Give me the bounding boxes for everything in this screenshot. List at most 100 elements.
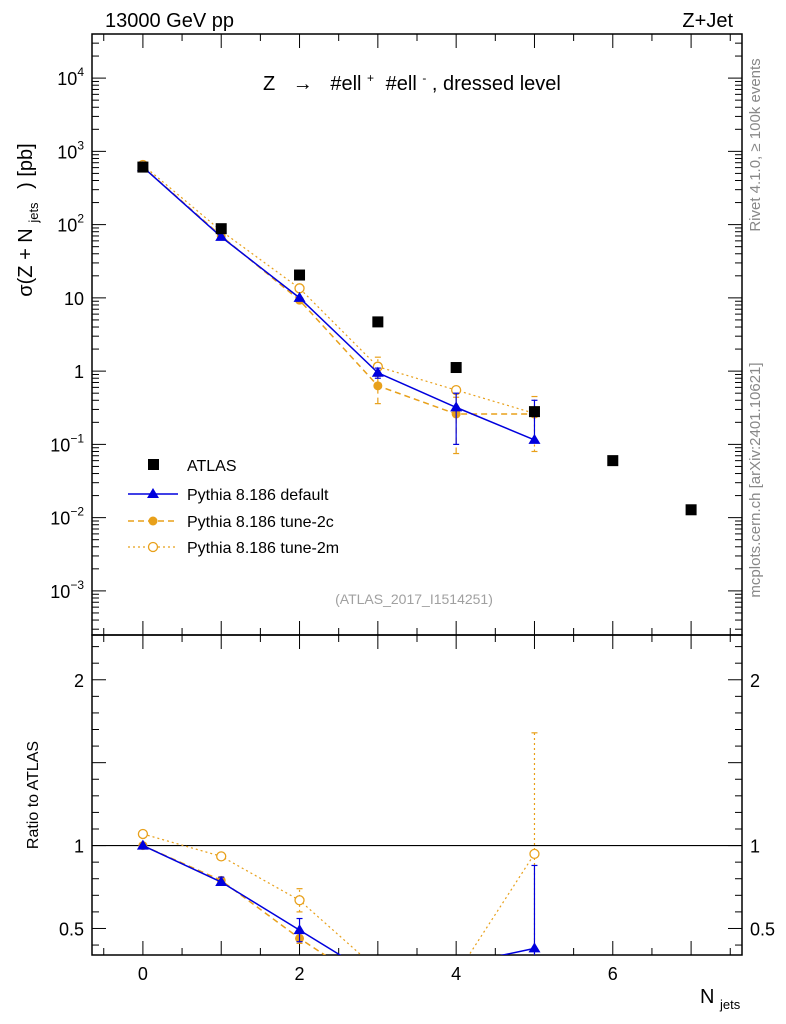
main-y-tick-label: 10−3 — [50, 578, 84, 602]
legend-atlas-label: ATLAS — [187, 458, 237, 475]
ratio-point-pythia-8-186-default — [528, 942, 541, 953]
main-point-atlas — [137, 161, 149, 173]
ratio-y-tick-label-right: 0.5 — [750, 919, 775, 939]
ratio-y-tick-label: 2 — [74, 671, 84, 691]
ratio-point-pythia-8-186-default — [136, 839, 149, 850]
legend-tune2m-label: Pythia 8.186 tune-2m — [187, 540, 339, 557]
main-line-pythia-8-186-default — [142, 166, 535, 441]
tick-exponent: −3 — [70, 578, 84, 592]
main-point-atlas — [607, 455, 619, 467]
tick-base: 10 — [50, 582, 70, 602]
ratio-point-pythia-8-186-default — [293, 924, 306, 935]
x-label-main: N — [700, 986, 714, 1008]
title-suffix: , dressed level — [432, 73, 561, 95]
ratio-point-pythia-8-186-tune-2m — [216, 851, 227, 862]
main-y-tick-label: 104 — [57, 65, 84, 89]
tick-base: 10 — [57, 216, 77, 236]
main-line-pythia-8-186-tune-2c — [142, 166, 535, 415]
tick-exponent: 3 — [77, 138, 84, 152]
title-sup1: + — [367, 71, 374, 85]
main-point-atlas — [528, 406, 540, 418]
tick-base: 10 — [50, 509, 70, 529]
title-part2: #ell — [386, 73, 417, 95]
y-label-end: ) [pb] — [15, 143, 37, 189]
main-y-tick-label: 103 — [57, 138, 84, 162]
tick-exponent: 2 — [77, 212, 84, 226]
ratio-y-label: Ratio to ATLAS — [25, 741, 42, 849]
main-y-tick-label: 10−1 — [50, 431, 84, 455]
legend-tune2c-marker — [148, 516, 158, 526]
analysis-watermark: (ATLAS_2017_I1514251) — [335, 591, 493, 607]
tick-exponent: 4 — [77, 65, 84, 79]
title-sup2: - — [422, 71, 426, 85]
main-point-pythia-8-186-default — [450, 401, 463, 412]
legend-tune2m-marker — [147, 541, 159, 553]
tick-base: 10 — [50, 435, 70, 455]
tick-exponent: −1 — [70, 431, 84, 445]
ratio-line-pythia-8-186-default — [142, 844, 535, 955]
main-point-pythia-8-186-default — [528, 433, 541, 444]
ratio-point-pythia-8-186-tune-2c — [373, 985, 382, 994]
ratio-point-pythia-8-186-tune-2m — [294, 895, 305, 906]
main-y-tick-label: 1 — [74, 362, 84, 382]
main-y-tick-label: 10 — [64, 289, 84, 309]
rivet-label: Rivet 4.1.0, ≥ 100k events — [747, 58, 764, 231]
legend-tune2c-label: Pythia 8.186 tune-2c — [187, 514, 334, 531]
y-label-main: σ(Z + N — [15, 228, 37, 296]
main-y-ticks — [92, 33, 742, 630]
main-title: Z → #ell + #ell - , dressed level — [263, 65, 561, 95]
main-point-atlas — [215, 223, 227, 235]
main-point-atlas — [372, 316, 384, 328]
main-line-pythia-8-186-tune-2m — [142, 164, 535, 414]
ratio-point-pythia-8-186-default — [215, 876, 228, 887]
x-tick-label: 2 — [295, 964, 305, 984]
ratio-point-pythia-8-186-tune-2m — [137, 828, 149, 840]
ratio-y-tick-label: 1 — [74, 837, 84, 857]
ratio-y-tick-label-right: 1 — [750, 837, 760, 857]
main-plot-marks — [136, 159, 697, 516]
x-ticks: 0 2 4 6 — [103, 34, 731, 984]
x-tick-label: 4 — [451, 964, 461, 984]
main-point-pythia-8-186-default — [215, 230, 228, 241]
tick-exponent: −2 — [70, 505, 84, 519]
ratio-y-tick-label-right: 2 — [750, 671, 760, 691]
legend-atlas-marker — [148, 459, 159, 470]
main-point-pythia-8-186-default — [293, 291, 306, 302]
legend-default-marker — [147, 488, 159, 498]
ratio-point-pythia-8-186-default — [372, 972, 384, 982]
main-point-pythia-8-186-default — [371, 366, 384, 377]
ratio-y-tick-label: 0.5 — [59, 919, 84, 939]
main-point-atlas — [685, 504, 697, 516]
ratio-line-pythia-8-186-tune-2c — [142, 844, 327, 955]
legend: ATLAS Pythia 8.186 default Pythia 8.186 … — [128, 458, 339, 557]
y-label-sub: jets — [26, 202, 41, 224]
ratio-panel-frame — [91, 634, 743, 956]
title-arrow: → — [293, 73, 313, 95]
main-y-label: σ(Z + N jets ) [pb] — [15, 143, 43, 296]
title-prefix: Z — [263, 73, 275, 95]
x-axis-label: N jets — [700, 986, 741, 1012]
legend-default-label: Pythia 8.186 default — [187, 487, 329, 504]
main-point-pythia-8-186-tune-2m — [294, 283, 305, 294]
title-part1: #ell — [330, 73, 361, 95]
main-point-atlas — [450, 362, 462, 374]
ratio-point-pythia-8-186-tune-2m — [373, 965, 382, 974]
main-point-pythia-8-186-tune-2c — [373, 381, 383, 391]
tick-base: 10 — [57, 142, 77, 162]
ratio-plot-marks — [136, 732, 541, 994]
ratio-point-pythia-8-186-tune-2c — [530, 965, 539, 974]
mcplots-label: mcplots.cern.ch [arXiv:2401.10621] — [747, 362, 764, 597]
main-y-tick-label: 10−2 — [50, 505, 84, 529]
x-tick-label: 0 — [138, 964, 148, 984]
ratio-ticks: 0.5 0.5 1 1 2 2 — [59, 646, 775, 946]
ratio-point-pythia-8-186-tune-2m — [529, 848, 540, 860]
header-right: Z+Jet — [682, 10, 733, 32]
tick-base: 10 — [57, 69, 77, 89]
main-y-tick-label: 102 — [57, 212, 84, 236]
x-label-sub: jets — [719, 997, 741, 1012]
header-left: 13000 GeV pp — [105, 10, 234, 32]
x-tick-label: 6 — [608, 964, 618, 984]
main-point-atlas — [294, 269, 306, 281]
